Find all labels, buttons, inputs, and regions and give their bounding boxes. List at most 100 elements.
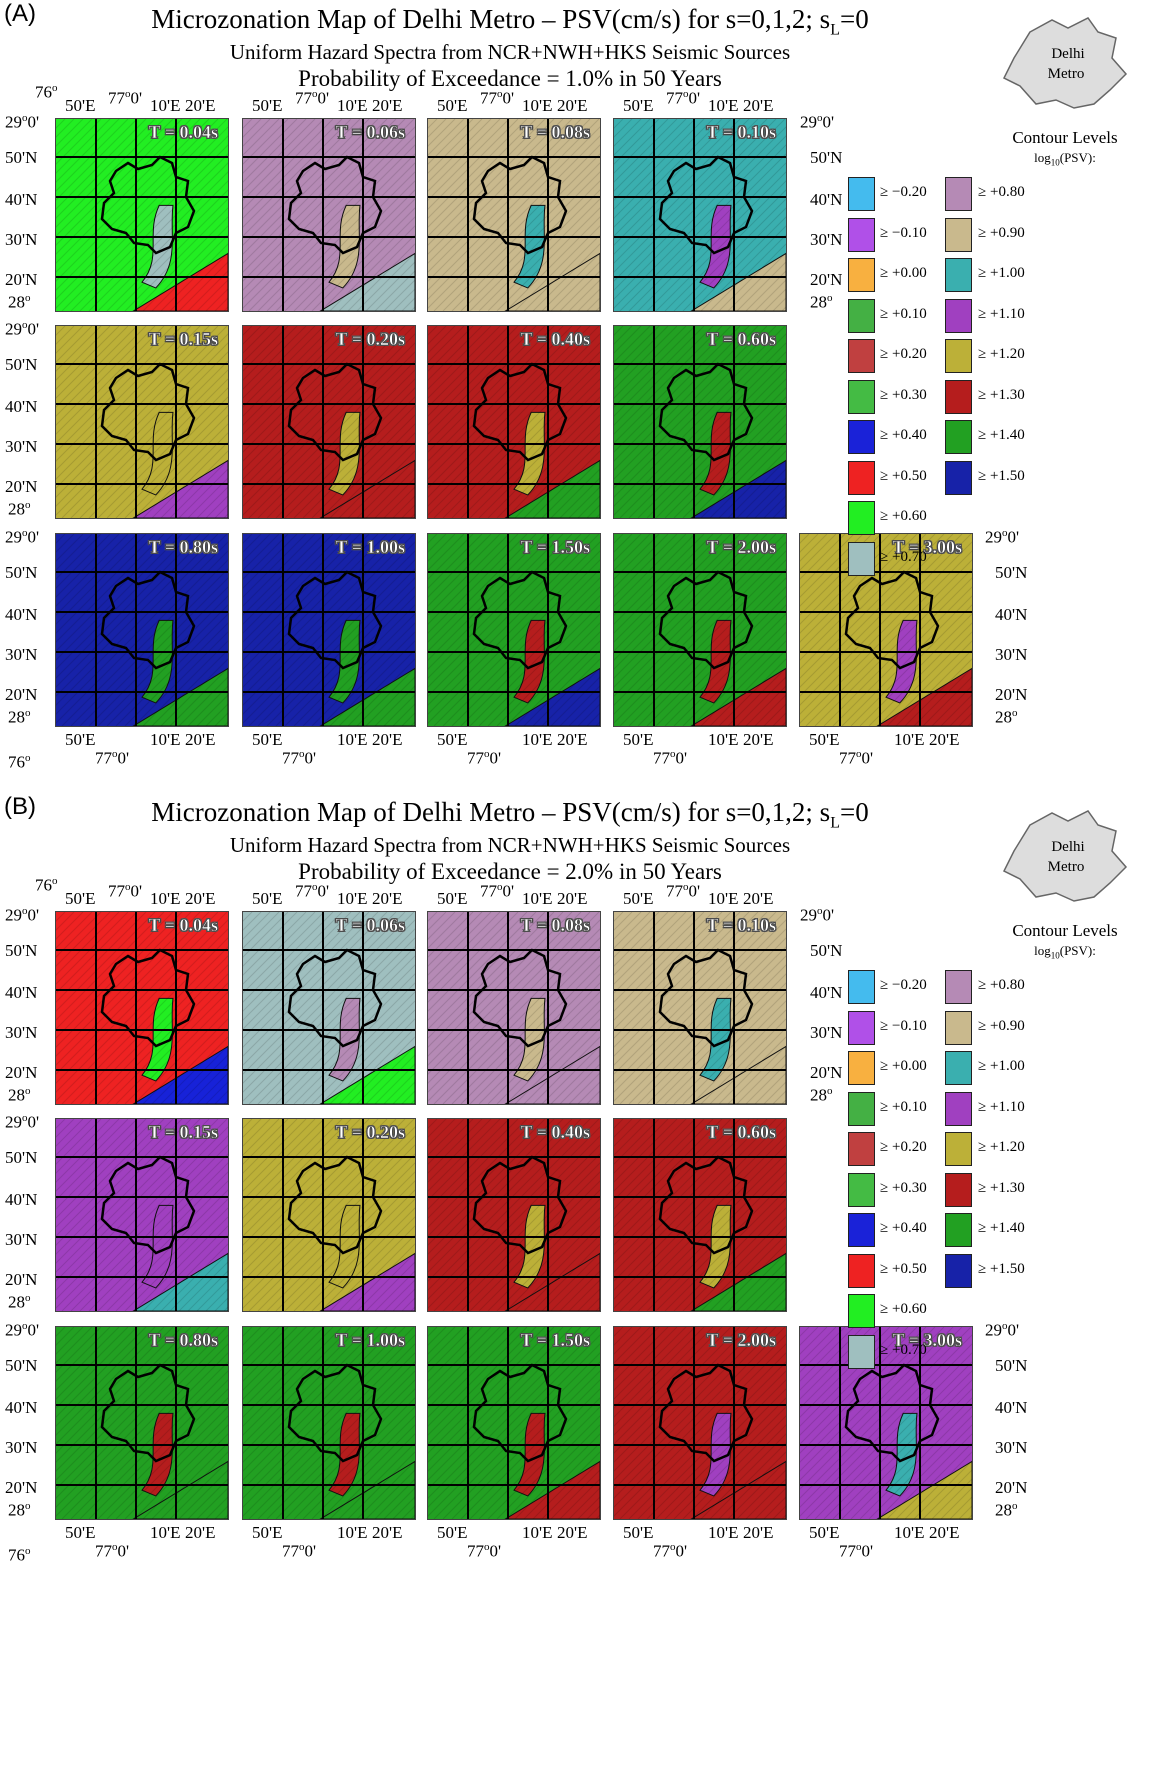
lat-tick-28: 28o bbox=[8, 292, 31, 313]
degree-value: 77 bbox=[480, 881, 497, 901]
hazard-map: T = 0.08s bbox=[427, 118, 601, 312]
degree-value: 77 bbox=[282, 748, 299, 768]
inset-label-metro: Metro bbox=[1048, 66, 1085, 82]
map-subtitle: Uniform Hazard Spectra from NCR+NWH+HKS … bbox=[229, 833, 791, 857]
degree-symbol: o bbox=[25, 1500, 31, 1512]
lon-tick-77: 77o0' bbox=[282, 1541, 316, 1562]
lat-tick: 20'N bbox=[810, 1063, 843, 1082]
minute-value: 0' bbox=[130, 881, 143, 901]
legend-swatch bbox=[945, 1132, 972, 1166]
minute-value: 0' bbox=[1007, 527, 1020, 547]
lon-tick: 20'E bbox=[185, 96, 216, 115]
period-label: T = 0.80s bbox=[148, 1330, 218, 1351]
degree-value: 28 bbox=[8, 1500, 25, 1520]
legend-swatch bbox=[848, 501, 875, 535]
hazard-map: T = 0.20s bbox=[242, 1118, 416, 1312]
lat-tick: 50'N bbox=[5, 148, 38, 167]
hazard-map: T = 0.60s bbox=[613, 325, 787, 519]
title-subscript: L bbox=[830, 814, 840, 832]
lat-tick-28: 28o bbox=[810, 292, 833, 313]
degree-symbol: o bbox=[25, 752, 31, 764]
legend-label: ≥ +1.50 bbox=[978, 1260, 1025, 1277]
lon-tick-77: 77o0' bbox=[480, 88, 514, 109]
hazard-map: T = 1.00s bbox=[242, 533, 416, 727]
degree-symbol: o bbox=[484, 748, 490, 760]
legend-swatch bbox=[848, 970, 875, 1004]
legend-swatch bbox=[848, 1051, 875, 1085]
lon-tick: 10'E bbox=[708, 889, 739, 908]
title-suffix: =0 bbox=[839, 797, 869, 827]
lat-tick: 30'N bbox=[5, 230, 38, 249]
legend-swatch bbox=[945, 177, 972, 211]
legend-swatch bbox=[945, 298, 972, 333]
period-label: T = 1.50s bbox=[520, 537, 590, 558]
minute-value: 0' bbox=[688, 88, 701, 108]
period-label: T = 0.20s bbox=[335, 1122, 405, 1143]
degree-symbol: o bbox=[52, 82, 58, 94]
legend-swatch bbox=[848, 258, 875, 292]
lat-tick-29: 29o0' bbox=[5, 1112, 39, 1133]
period-label: T = 3.00s bbox=[892, 1330, 962, 1351]
lon-tick: 20'E bbox=[372, 96, 403, 115]
lat-tick: 30'N bbox=[5, 1230, 38, 1249]
legend-subtitle: log10(PSV): bbox=[990, 943, 1140, 961]
period-label: T = 2.00s bbox=[706, 1330, 776, 1351]
legend-label: ≥ +1.00 bbox=[978, 265, 1025, 281]
lat-tick-28: 28o bbox=[8, 1085, 31, 1106]
legend-subtitle: log10(PSV): bbox=[990, 150, 1140, 168]
legend-swatch bbox=[945, 339, 972, 373]
legend-swatch bbox=[945, 1010, 972, 1045]
degree-symbol: o bbox=[1012, 707, 1018, 719]
legend-swatch bbox=[945, 460, 972, 495]
legend-label: ≥ +1.40 bbox=[978, 427, 1025, 443]
degree-symbol: o bbox=[312, 881, 318, 893]
legend-label: ≥ +0.90 bbox=[978, 224, 1025, 241]
lon-tick: 50'E bbox=[252, 1523, 283, 1542]
lat-tick-29: 29o0' bbox=[5, 1320, 39, 1341]
lon-tick: 50'E bbox=[252, 889, 283, 908]
lon-tick: 10'E bbox=[150, 96, 181, 115]
degree-symbol: o bbox=[22, 1320, 28, 1332]
lat-tick: 40'N bbox=[5, 1398, 38, 1417]
degree-symbol: o bbox=[25, 499, 31, 511]
period-label: T = 0.04s bbox=[148, 915, 218, 936]
hazard-map: T = 3.00s bbox=[799, 533, 973, 727]
degree-symbol: o bbox=[25, 1085, 31, 1097]
lon-tick: 10'E bbox=[150, 1523, 181, 1542]
lon-tick: 50'E bbox=[437, 730, 468, 749]
lat-tick: 50'N bbox=[5, 941, 38, 960]
minute-value: 0' bbox=[502, 88, 515, 108]
legend-swatch bbox=[848, 1010, 875, 1045]
period-label: T = 0.08s bbox=[520, 122, 590, 143]
legend-label: ≥ +0.30 bbox=[880, 386, 927, 403]
legend-label: ≥ +0.10 bbox=[880, 1098, 927, 1115]
lat-tick: 40'N bbox=[5, 1190, 38, 1209]
degree-symbol: o bbox=[25, 1292, 31, 1304]
hazard-map: T = 0.15s bbox=[55, 1118, 229, 1312]
hazard-map: T = 3.00s bbox=[799, 1326, 973, 1520]
minute-value: 0' bbox=[688, 881, 701, 901]
lat-tick: 40'N bbox=[810, 983, 843, 1002]
lon-tick-77: 77o0' bbox=[653, 1541, 687, 1562]
lon-tick: 50'E bbox=[437, 96, 468, 115]
degree-symbol: o bbox=[1012, 1500, 1018, 1512]
lat-tick: 30'N bbox=[5, 1438, 38, 1457]
legend-psv: (PSV): bbox=[1059, 943, 1096, 958]
minute-value: 0' bbox=[27, 1320, 40, 1340]
legend-label: ≥ +1.10 bbox=[978, 1098, 1025, 1115]
inset-label-delhi: Delhi bbox=[1051, 839, 1084, 855]
legend-label: ≥ −0.10 bbox=[880, 1017, 927, 1034]
legend-swatch bbox=[848, 1213, 875, 1247]
legend-swatch bbox=[848, 339, 875, 373]
lat-tick: 40'N bbox=[995, 605, 1028, 624]
degree-value: 28 bbox=[8, 292, 25, 312]
map-title: Microzonation Map of Delhi Metro – PSV(c… bbox=[90, 4, 930, 39]
legend-label: ≥ +1.00 bbox=[978, 1058, 1025, 1074]
lat-tick: 40'N bbox=[5, 397, 38, 416]
degree-symbol: o bbox=[22, 319, 28, 331]
lat-tick: 50'N bbox=[5, 355, 38, 374]
legend-swatch bbox=[848, 541, 875, 576]
degree-symbol: o bbox=[497, 88, 503, 100]
degree-value: 29 bbox=[5, 905, 22, 925]
degree-symbol: o bbox=[25, 1545, 31, 1557]
